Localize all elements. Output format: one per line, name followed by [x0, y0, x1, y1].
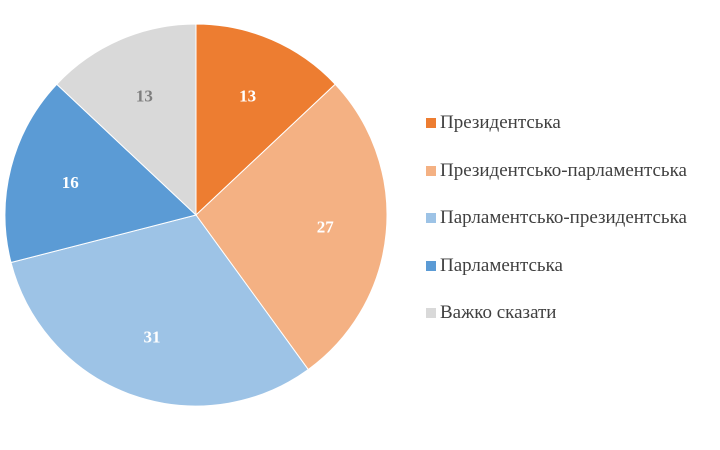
- legend-item-4: Парламентська: [426, 251, 720, 281]
- legend-swatch: [426, 308, 436, 318]
- pie-slice-3: [10, 214, 309, 407]
- legend-swatch: [426, 260, 436, 271]
- legend-label: Парламентська: [440, 254, 563, 276]
- data-label-4: 16: [62, 173, 79, 192]
- chart-legend: Президентська Президентсько-парламентська…: [426, 108, 720, 346]
- pie-slices: [4, 23, 388, 407]
- legend-swatch: [426, 165, 436, 176]
- legend-item-5: Важко сказати: [426, 298, 720, 328]
- data-label-5: 13: [136, 86, 153, 105]
- pie-slice-4: [4, 83, 198, 264]
- legend-item-3: Парламентсько-президентська: [426, 203, 720, 233]
- legend-item-1: Президентська: [426, 108, 720, 138]
- pie-slice-2: [195, 83, 388, 371]
- pie-data-labels: 13 27 31 16 13: [62, 86, 335, 346]
- data-label-3: 31: [144, 328, 161, 347]
- legend-label: Президентсько-парламентська: [440, 159, 687, 181]
- legend-swatch: [426, 118, 436, 128]
- pie-slice-5: [56, 23, 197, 217]
- legend-swatch: [426, 213, 436, 223]
- legend-item-2: Президентсько-парламентська: [426, 156, 720, 186]
- data-label-1: 13: [239, 86, 256, 105]
- legend-label: Парламентсько-президентська: [440, 207, 687, 228]
- data-label-2: 27: [317, 218, 335, 237]
- legend-label: Президентська: [440, 112, 561, 133]
- legend-label: Важко сказати: [440, 302, 557, 323]
- pie-slice-1: [195, 23, 336, 217]
